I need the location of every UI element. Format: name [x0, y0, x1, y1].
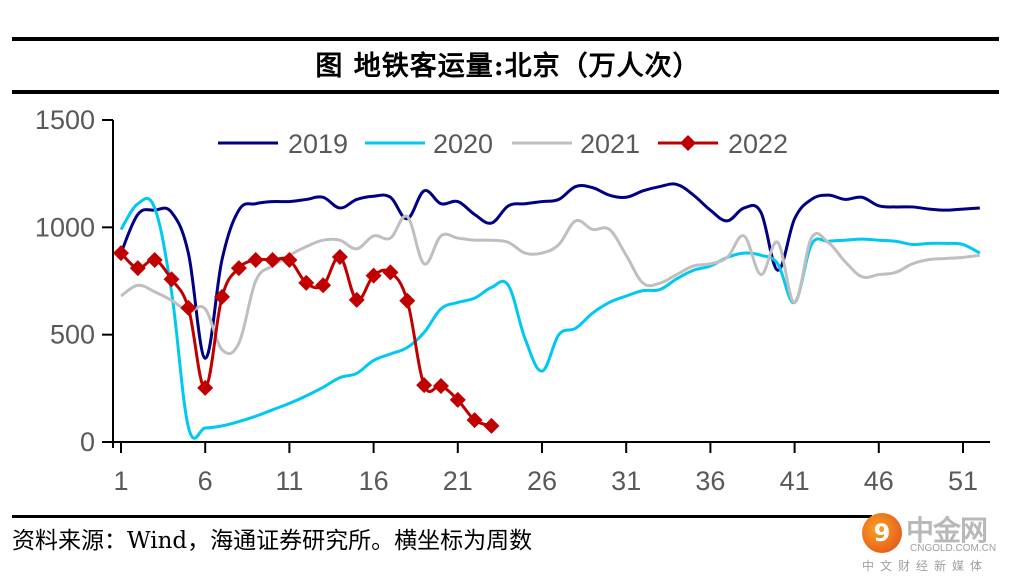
data-point-2022	[197, 379, 214, 396]
x-tick-label: 11	[275, 466, 303, 496]
watermark-tagline: 中文财经新媒体	[862, 559, 989, 573]
data-point-2022	[449, 391, 466, 408]
series-layer	[113, 182, 981, 440]
x-tick-label: 6	[198, 466, 213, 496]
y-tick-label: 1500	[35, 105, 95, 135]
data-point-2022	[466, 412, 483, 429]
x-tick-label: 21	[443, 466, 473, 496]
series-2020	[119, 196, 981, 440]
legend-item-2019: 2019	[218, 129, 348, 159]
x-tick-label: 41	[780, 466, 810, 496]
legend-item-2020: 2020	[365, 129, 493, 159]
y-tick-label: 500	[50, 320, 95, 350]
footer-rule	[12, 515, 872, 518]
data-point-2022	[163, 271, 180, 288]
data-point-2022	[382, 264, 399, 281]
cngold-logo-icon: 9	[862, 513, 902, 553]
data-point-2022	[146, 251, 163, 268]
x-tick-label: 26	[527, 466, 557, 496]
legend-label: 2019	[288, 129, 348, 159]
data-point-2022	[113, 245, 129, 262]
x-tick-label: 36	[695, 466, 725, 496]
data-point-2022	[129, 260, 146, 277]
legend: 2019 2020 2021 2022	[218, 129, 788, 159]
title-top-rule	[12, 37, 999, 41]
x-tick-label: 1	[113, 466, 128, 496]
data-point-2022	[365, 267, 382, 284]
data-point-2022	[281, 251, 298, 268]
legend-label: 2020	[433, 129, 493, 159]
series-2019	[119, 182, 980, 360]
x-tick-label: 51	[948, 466, 978, 496]
legend-label: 2021	[580, 129, 640, 159]
series-line-2021	[120, 214, 981, 356]
data-point-2022	[432, 377, 449, 394]
logo-glyph: 9	[873, 519, 891, 547]
data-point-2022	[247, 251, 264, 268]
data-point-2022	[264, 251, 281, 268]
watermark-domain: CNGOLD.COM.CN	[910, 543, 997, 554]
series-line-2020	[119, 196, 981, 440]
legend-label: 2022	[728, 129, 788, 159]
series-2021	[120, 214, 981, 356]
data-point-2022	[483, 417, 500, 434]
x-tick-label: 16	[359, 466, 389, 496]
watermark: 9 中金网 CNGOLD.COM.CN 中文财经新媒体	[858, 505, 1008, 575]
data-point-2022	[298, 274, 315, 291]
x-tick-label: 46	[864, 466, 894, 496]
data-point-2022	[214, 288, 231, 305]
data-point-2022	[315, 277, 332, 294]
chart-title: 图 地铁客运量:北京（万人次）	[315, 51, 701, 82]
watermark-name: 中金网	[906, 514, 988, 547]
x-tick-label: 31	[611, 466, 641, 496]
data-point-2022	[180, 299, 197, 316]
data-point-2022	[230, 260, 247, 277]
y-tick-label: 1000	[35, 212, 95, 242]
legend-item-2021: 2021	[512, 129, 640, 159]
y-tick-label: 0	[80, 427, 95, 457]
series-2022	[113, 245, 500, 434]
data-point-2022	[331, 248, 348, 265]
legend-marker-diamond-icon	[680, 135, 696, 151]
data-point-2022	[416, 377, 433, 394]
data-point-2022	[399, 292, 416, 309]
legend-item-2022: 2022	[658, 129, 788, 159]
data-point-2022	[348, 291, 365, 308]
series-line-2019	[119, 182, 980, 360]
title-bottom-rule	[12, 90, 999, 94]
source-note: 资料来源：Wind，海通证券研究所。横坐标为周数	[12, 528, 533, 554]
